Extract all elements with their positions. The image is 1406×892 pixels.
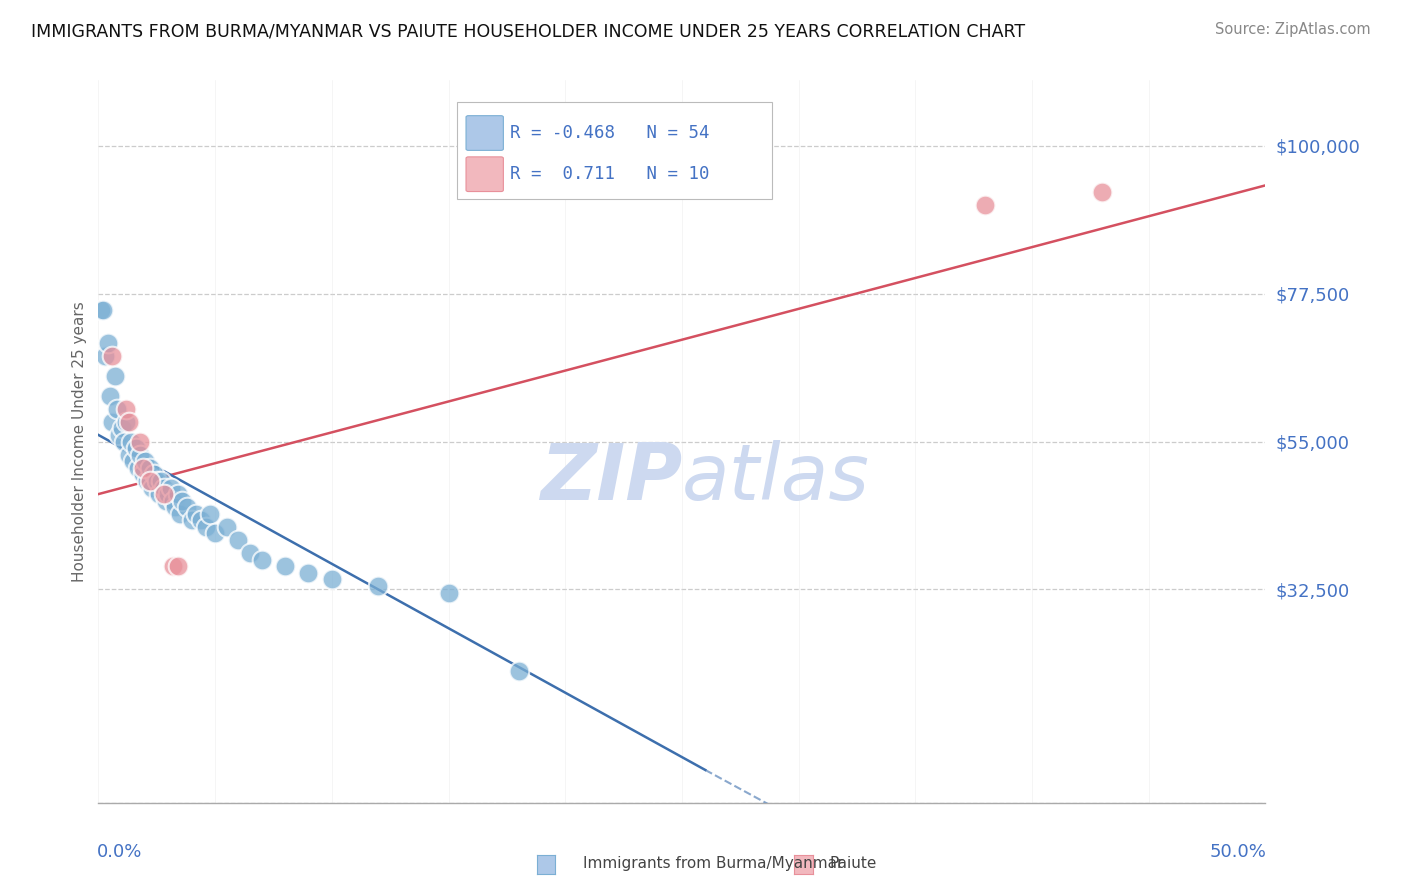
Point: [122, 454, 145, 468]
Point: [367, 579, 389, 593]
Point: [129, 434, 152, 449]
Point: [228, 533, 250, 547]
Text: 50.0%: 50.0%: [1209, 843, 1267, 861]
Point: [274, 559, 297, 574]
Point: [90, 303, 112, 318]
Point: [172, 493, 194, 508]
Y-axis label: Householder Income Under 25 years: Householder Income Under 25 years: [72, 301, 87, 582]
Point: [91, 303, 114, 318]
Point: [1091, 185, 1114, 199]
Point: [162, 493, 184, 508]
Point: [186, 507, 208, 521]
Point: [152, 487, 174, 501]
Point: [200, 507, 222, 521]
Point: [159, 481, 181, 495]
Point: [101, 349, 124, 363]
FancyBboxPatch shape: [465, 116, 503, 151]
Text: R =  0.711   N = 10: R = 0.711 N = 10: [510, 165, 710, 183]
Point: [508, 665, 530, 679]
Point: [180, 513, 202, 527]
Point: [118, 415, 141, 429]
Text: 0.0%: 0.0%: [97, 843, 142, 861]
Point: [118, 448, 141, 462]
Point: [165, 500, 187, 515]
Point: [115, 415, 138, 429]
Point: [97, 336, 120, 351]
Point: [139, 460, 162, 475]
Point: [250, 553, 273, 567]
Point: [115, 401, 138, 416]
Point: [239, 546, 262, 560]
Point: [94, 349, 117, 363]
Text: IMMIGRANTS FROM BURMA/MYANMAR VS PAIUTE HOUSEHOLDER INCOME UNDER 25 YEARS CORREL: IMMIGRANTS FROM BURMA/MYANMAR VS PAIUTE …: [31, 22, 1025, 40]
Point: [157, 487, 180, 501]
Text: Source: ZipAtlas.com: Source: ZipAtlas.com: [1215, 22, 1371, 37]
Point: [152, 481, 174, 495]
Point: [437, 585, 460, 599]
Point: [194, 520, 217, 534]
Point: [141, 481, 163, 495]
Point: [166, 487, 188, 501]
Point: [127, 460, 149, 475]
Text: atlas: atlas: [682, 440, 870, 516]
Point: [176, 500, 198, 515]
FancyBboxPatch shape: [457, 102, 772, 200]
Point: [297, 566, 319, 580]
Point: [136, 474, 159, 488]
Point: [169, 507, 191, 521]
Point: [132, 460, 155, 475]
Point: [132, 467, 155, 482]
Point: [105, 401, 128, 416]
Point: [104, 368, 127, 383]
Point: [190, 513, 212, 527]
Point: [155, 493, 177, 508]
Point: [974, 198, 997, 212]
FancyBboxPatch shape: [465, 157, 503, 192]
Point: [129, 448, 152, 462]
Point: [146, 474, 169, 488]
Point: [166, 559, 188, 574]
Point: [204, 526, 226, 541]
Point: [108, 428, 131, 442]
Point: [98, 388, 121, 402]
Point: [101, 415, 124, 429]
Point: [134, 454, 156, 468]
Text: Paiute: Paiute: [830, 856, 877, 871]
Point: [125, 441, 148, 455]
Point: [148, 487, 170, 501]
Text: Immigrants from Burma/Myanmar: Immigrants from Burma/Myanmar: [583, 856, 844, 871]
Point: [139, 474, 162, 488]
Point: [120, 434, 142, 449]
Text: ZIP: ZIP: [540, 440, 682, 516]
Point: [111, 421, 134, 435]
Point: [215, 520, 238, 534]
Point: [162, 559, 184, 574]
Point: [112, 434, 135, 449]
Text: R = -0.468   N = 54: R = -0.468 N = 54: [510, 124, 710, 142]
Point: [150, 474, 173, 488]
Point: [321, 573, 343, 587]
Point: [143, 467, 166, 482]
